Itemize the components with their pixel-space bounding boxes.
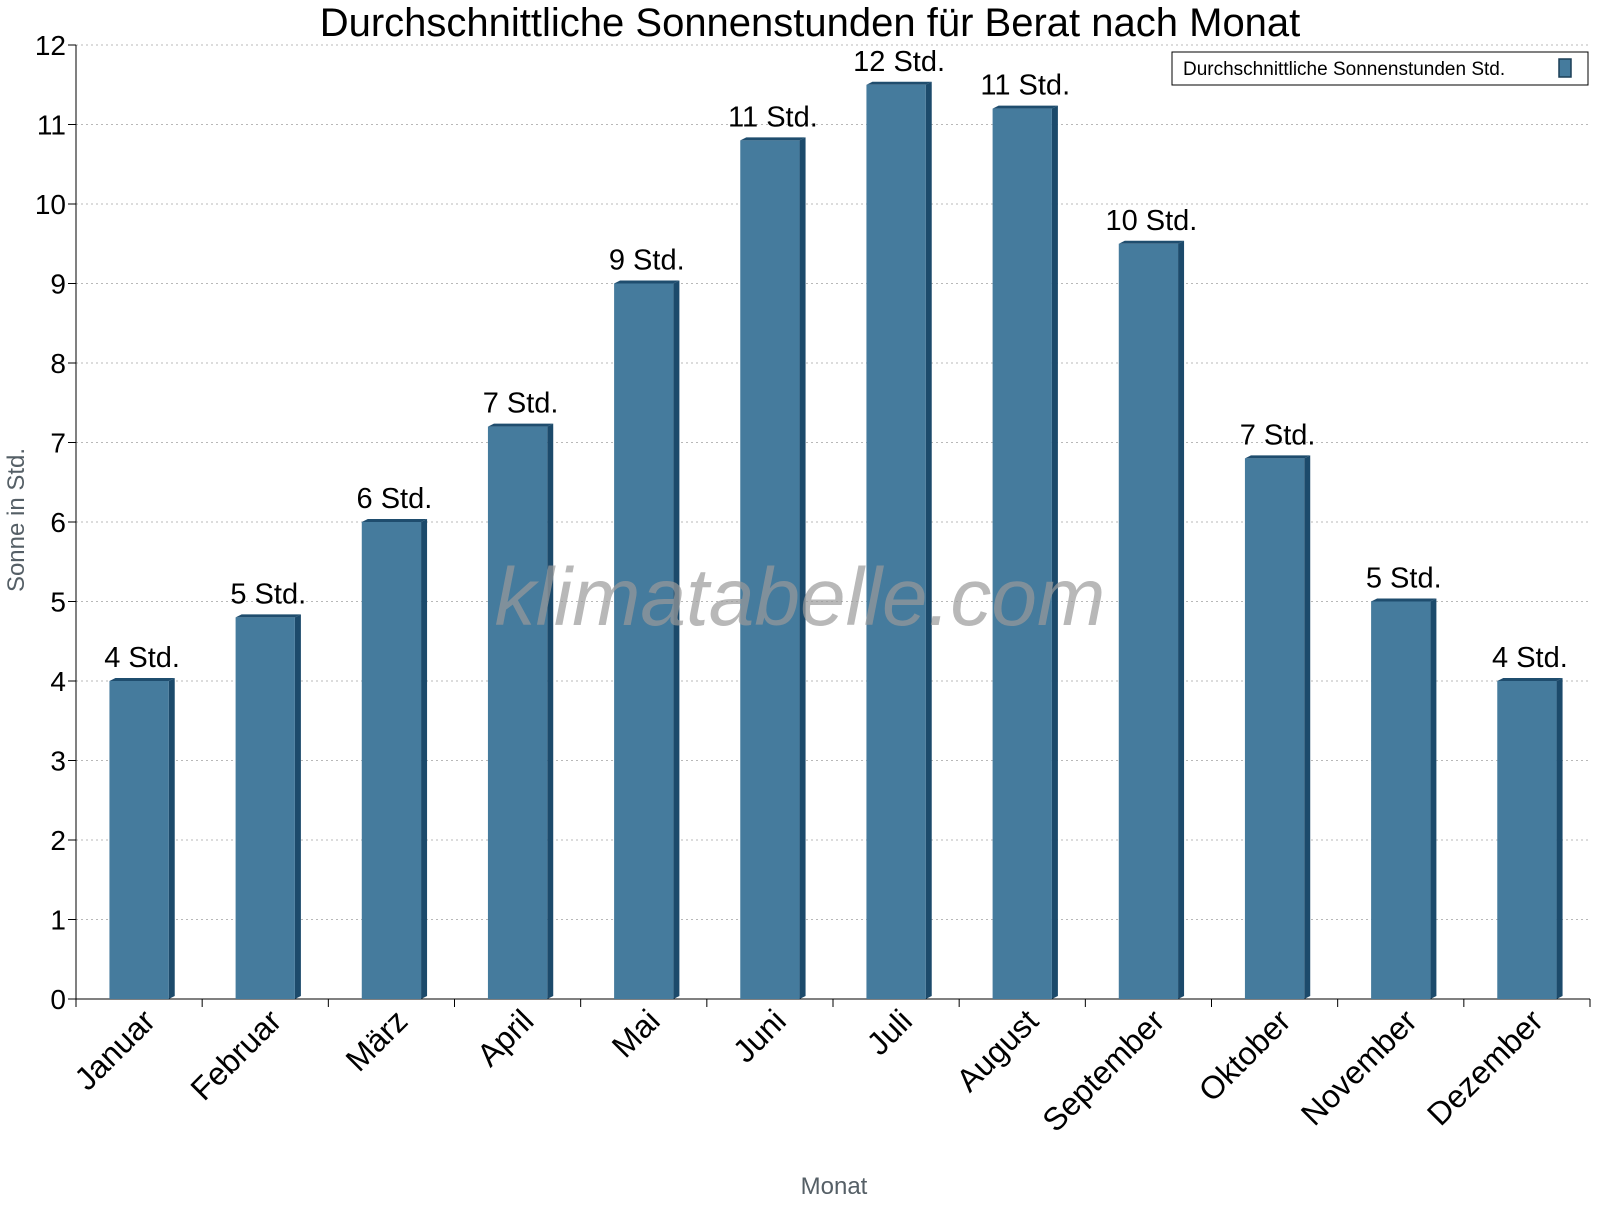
x-tick-label-märz: März	[339, 1002, 415, 1078]
data-label-juni: 11 Std.	[728, 101, 818, 133]
y-tick-label: 12	[35, 30, 66, 61]
bar-top	[109, 678, 175, 681]
data-label-april: 7 Std.	[483, 388, 559, 420]
bar-april	[487, 423, 554, 1000]
bar-front	[109, 681, 169, 999]
data-label-november: 5 Std.	[1366, 563, 1442, 595]
bar-front	[235, 617, 295, 999]
bar-side	[168, 678, 175, 999]
grid-lines	[76, 44, 1590, 920]
legend-box	[1171, 51, 1589, 86]
bar-november	[1371, 598, 1437, 999]
y-tick-label: 11	[37, 110, 66, 141]
bar-juli	[866, 81, 932, 999]
x-tick-label-september: September	[1035, 1002, 1171, 1138]
bar-side	[1304, 455, 1311, 999]
bar-front	[487, 426, 548, 1000]
bar-februar	[235, 614, 301, 999]
bar-top	[235, 614, 301, 618]
data-label-august: 11 Std.	[980, 70, 1070, 102]
y-tick-label: 9	[50, 269, 66, 300]
x-tick-label-oktober: Oktober	[1192, 1002, 1298, 1108]
bar-side	[1556, 678, 1563, 999]
bar-front	[866, 84, 926, 999]
bar-side	[673, 280, 680, 999]
bar-front	[614, 283, 674, 999]
bar-side	[1178, 240, 1185, 999]
data-label-märz: 6 Std.	[357, 483, 433, 515]
data-label-juli: 12 Std.	[853, 46, 945, 78]
bar-front	[740, 140, 800, 999]
chart-title: Durchschnittliche Sonnenstunden für Bera…	[320, 1, 1301, 45]
y-tick-label: 4	[50, 666, 66, 697]
bar-front	[361, 522, 422, 999]
y-tick-label: 8	[50, 348, 66, 379]
legend-swatch	[1558, 58, 1572, 78]
bar-märz	[361, 519, 428, 999]
y-tick-label: 1	[50, 905, 66, 936]
bar-top	[1244, 455, 1311, 459]
y-tick-label: 6	[50, 507, 66, 538]
bar-top	[614, 280, 680, 284]
bar-side	[925, 81, 932, 999]
y-tick-label: 2	[50, 825, 66, 856]
bar-side	[421, 519, 428, 999]
bar-side	[1051, 105, 1058, 1000]
bar-oktober	[1244, 455, 1311, 999]
bar-front	[992, 108, 1052, 1000]
data-label-september: 10 Std.	[1105, 205, 1197, 237]
bar-front	[1371, 601, 1431, 999]
y-tick-label: 7	[50, 428, 66, 459]
x-tick-label-juli: Juli	[860, 1002, 919, 1061]
data-label-mai: 9 Std.	[609, 245, 685, 277]
y-tick-label: 10	[35, 189, 66, 220]
bar-top	[1371, 598, 1437, 602]
bar-top	[1118, 240, 1185, 244]
x-tick-label-januar: Januar	[67, 1002, 162, 1097]
y-axis-label: Sonne in Std.	[3, 448, 30, 592]
x-tick-label-juni: Juni	[726, 1002, 793, 1069]
data-label-dezember: 4 Std.	[1492, 642, 1568, 674]
bar-top	[992, 105, 1058, 109]
bar-front	[1244, 458, 1305, 999]
bar-side	[547, 423, 554, 1000]
x-tick-label-august: August	[949, 1002, 1045, 1098]
bar-dezember	[1497, 678, 1563, 999]
bar-top	[361, 519, 428, 522]
legend: Durchschnittliche Sonnenstunden Std.	[1171, 51, 1589, 86]
bar-top	[740, 137, 806, 141]
x-axis-label: Monat	[801, 1173, 868, 1200]
bar-januar	[109, 678, 175, 999]
bar-top	[866, 81, 932, 85]
bar-front	[1497, 681, 1557, 999]
x-tick-label-april: April	[470, 1002, 541, 1073]
data-label-februar: 5 Std.	[230, 578, 306, 610]
bar-side	[1430, 598, 1437, 999]
watermark: klimatabelle.com	[495, 552, 1106, 643]
bar-front	[1118, 243, 1179, 999]
data-label-januar: 4 Std.	[104, 642, 180, 674]
y-tick-label: 5	[50, 587, 66, 618]
bar-top	[487, 423, 554, 427]
bar-juni	[740, 137, 806, 999]
x-tick-label-november: November	[1294, 1002, 1424, 1132]
y-tick-label: 3	[50, 746, 66, 777]
x-tick-label-dezember: Dezember	[1420, 1002, 1550, 1132]
legend-label: Durchschnittliche Sonnenstunden Std.	[1183, 59, 1505, 80]
bar-august	[992, 105, 1058, 1000]
x-tick-label-februar: Februar	[184, 1002, 289, 1107]
bar-side	[799, 137, 806, 999]
bar-mai	[614, 280, 680, 999]
x-tick-label-mai: Mai	[605, 1002, 667, 1064]
data-label-oktober: 7 Std.	[1240, 419, 1316, 451]
bar-side	[294, 614, 301, 999]
bars	[109, 81, 1563, 1000]
y-tick-label: 0	[50, 984, 66, 1015]
bar-top	[1497, 678, 1563, 681]
data-labels: 4 Std. 5 Std. 6 Std. 7 Std. 9 Std. 11 Std. 12 …	[104, 46, 1568, 674]
bar-september	[1118, 240, 1185, 999]
